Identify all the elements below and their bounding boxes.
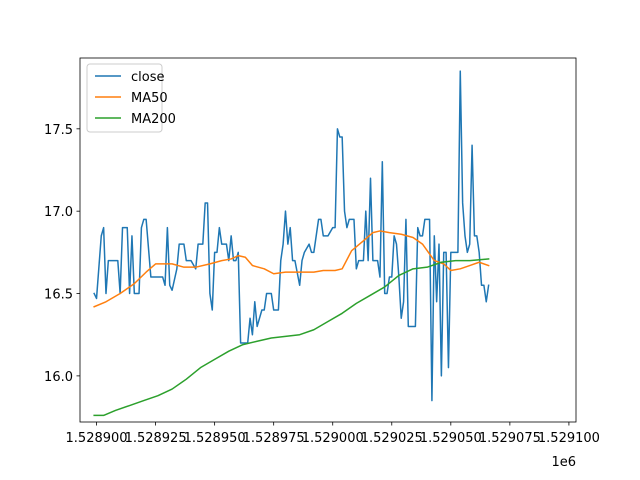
x-tick-label: 1.529050 xyxy=(420,431,482,446)
y-tick-label: 17.5 xyxy=(44,123,73,138)
y-axis: 16.0 16.5 17.0 17.5 xyxy=(44,123,80,385)
x-tick-label: 1.528925 xyxy=(125,431,187,446)
legend: close MA50 MA200 xyxy=(86,63,176,133)
series-line-ma50 xyxy=(93,230,490,308)
x-tick-label: 1.528950 xyxy=(184,431,246,446)
x-tick-label: 1.528900 xyxy=(66,431,128,446)
x-tick-label: 1.529000 xyxy=(302,431,364,446)
y-tick-label: 16.5 xyxy=(44,288,73,303)
series-line-ma200 xyxy=(93,258,490,417)
legend-label-close: close xyxy=(131,70,164,85)
x-tick-label: 1.529075 xyxy=(479,431,541,446)
legend-label-ma50: MA50 xyxy=(131,91,168,106)
series-lines xyxy=(93,70,490,417)
x-axis: 1.5289001.5289251.5289501.5289751.529000… xyxy=(66,422,600,446)
x-tick-label: 1.529100 xyxy=(538,431,600,446)
x-offset-label: 1e6 xyxy=(551,455,576,470)
legend-label-ma200: MA200 xyxy=(131,112,176,127)
x-tick-label: 1.528975 xyxy=(243,431,305,446)
x-tick-label: 1.529025 xyxy=(361,431,423,446)
axes-frame xyxy=(79,57,577,423)
y-tick-label: 16.0 xyxy=(44,370,73,385)
y-tick-label: 17.0 xyxy=(44,205,73,220)
legend-box xyxy=(86,63,163,133)
series-line-close xyxy=(93,70,490,402)
